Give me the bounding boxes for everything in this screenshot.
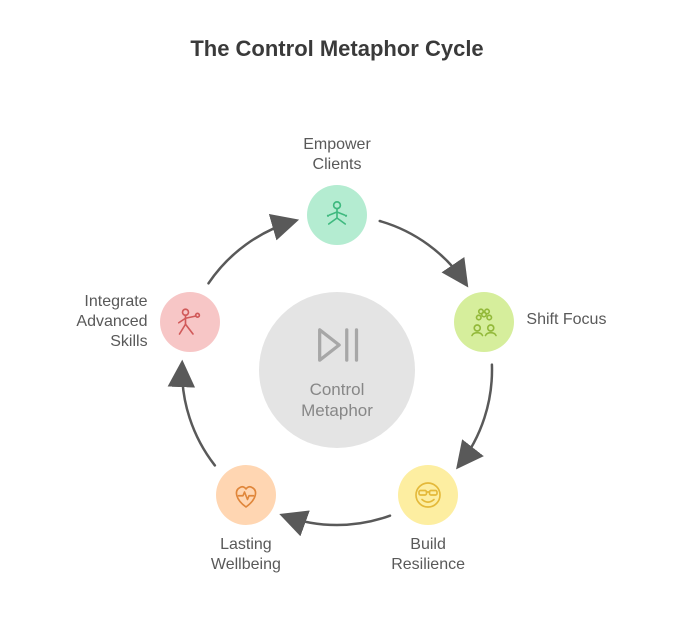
- page-title: The Control Metaphor Cycle: [0, 36, 674, 62]
- center-node: ControlMetaphor: [259, 292, 415, 448]
- node-integrate: [160, 292, 220, 352]
- label-resilience: BuildResilience: [363, 535, 493, 575]
- label-wellbeing: LastingWellbeing: [181, 535, 311, 575]
- node-shift: [454, 292, 514, 352]
- node-empower: [307, 185, 367, 245]
- play-pause-icon: [311, 319, 363, 371]
- label-integrate: IntegrateAdvancedSkills: [18, 292, 148, 352]
- label-shift: Shift Focus: [526, 310, 656, 330]
- diagram-stage: The Control Metaphor Cycle ControlMetaph…: [0, 0, 674, 638]
- node-resilience: [398, 465, 458, 525]
- label-empower: EmpowerClients: [272, 135, 402, 175]
- center-label: ControlMetaphor: [301, 379, 373, 422]
- node-wellbeing: [216, 465, 276, 525]
